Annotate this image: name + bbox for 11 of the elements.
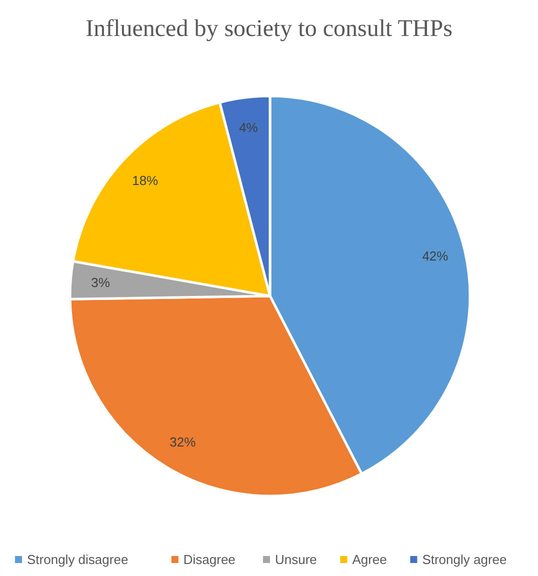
data-label: 3% xyxy=(91,275,110,290)
legend-label: Agree xyxy=(352,552,387,567)
legend-label: Strongly disagree xyxy=(27,552,128,567)
legend-label: Strongly agree xyxy=(422,552,507,567)
chart-title: Influenced by society to consult THPs xyxy=(86,16,452,42)
data-label: 42% xyxy=(422,248,449,264)
data-label: 4% xyxy=(239,120,258,135)
legend-label: Disagree xyxy=(183,552,236,567)
data-label: 18% xyxy=(132,173,159,188)
data-label: 32% xyxy=(170,434,196,450)
legend-label: Unsure xyxy=(275,552,317,567)
